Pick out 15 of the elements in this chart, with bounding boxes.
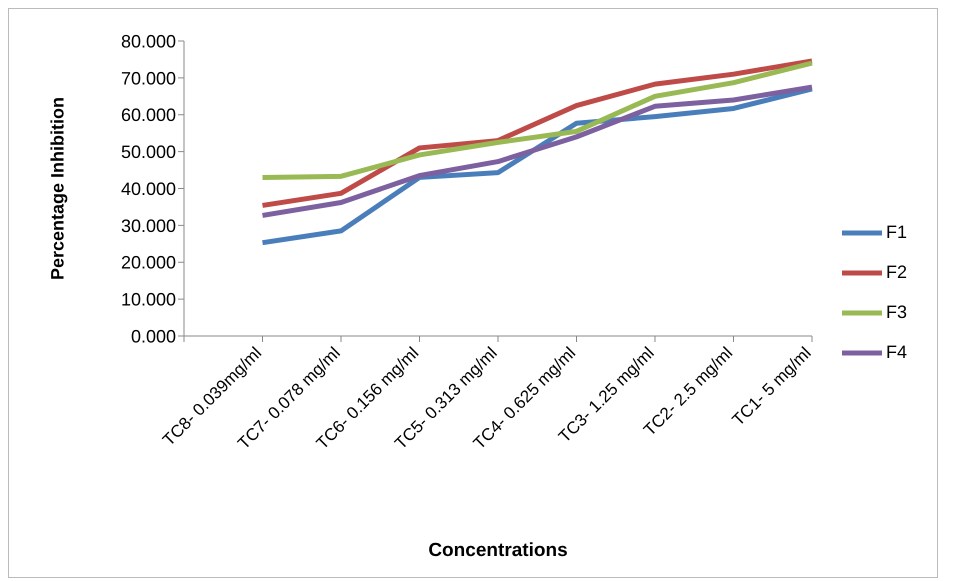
y-tick-label: 70.000 (120, 68, 176, 88)
y-tick-label: 40.000 (120, 178, 176, 199)
legend-label: F4 (886, 342, 907, 362)
y-axis-title: Percentage Inhibition (47, 96, 68, 280)
legend-label: F2 (886, 262, 907, 282)
y-tick-label: 30.000 (120, 216, 176, 236)
y-tick-label: 0.000 (130, 326, 176, 346)
y-tick-label: 10.000 (120, 290, 176, 310)
y-tick-label: 50.000 (120, 142, 176, 162)
x-axis-title: Concentrations (428, 540, 568, 561)
y-tick-label: 20.000 (120, 252, 176, 273)
legend-label: F1 (886, 222, 907, 242)
legend-label: F3 (886, 302, 907, 322)
y-tick-label: 60.000 (120, 105, 176, 126)
y-tick-label: 80.000 (120, 31, 176, 52)
